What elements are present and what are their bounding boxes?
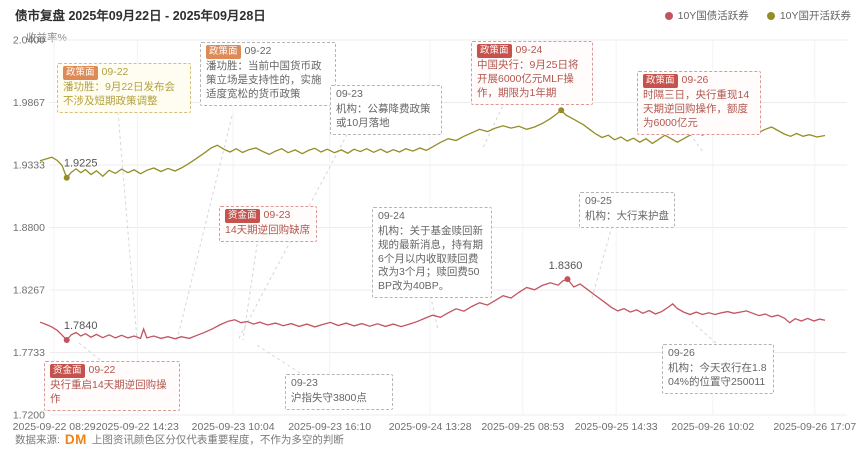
annotation-header: 政策面 09-22 [63,66,185,80]
annotation-date: 09-23 [263,209,291,222]
y-axis-tick: 1.7733 [13,347,45,359]
annotation-text: 央行重启14天期逆回购操作 [50,379,167,405]
annotation-text: 时隔三日，央行重现14天期逆回购操作，额度为6000亿元 [643,89,750,129]
data-source-label: 数据来源: [15,434,60,446]
annotation-text: 机构：今天农行在1.804%的位置守250011 [668,361,767,388]
data-point-label: 1.9225 [64,158,98,170]
annotation-text: 机构：公募降费政策或10月落地 [336,102,431,129]
x-axis-tick: 2025-09-22 14:23 [96,421,179,433]
annotation-text: 沪指失守3800点 [291,391,367,404]
annotation-header: 09-23 [291,377,387,391]
importance-badge: 政策面 [206,45,241,59]
annotation-text: 潘功胜：当前中国货币政策立场是支持性的，实施适度宽松的货币政策 [206,60,322,100]
x-axis-tick: 2025-09-26 17:07 [773,421,856,433]
annotation-text: 潘功胜：9月22日发布会不涉及短期政策调整 [63,81,176,107]
annotation-date: 09-22 [244,45,272,58]
disclaimer-text: 上图资讯颜色区分仅代表重要程度，不作为多空的判断 [91,434,344,446]
annotation-box-09-25: 09-25 机构：大行来护盘 [579,192,675,228]
annotation-text: 14天期逆回购缺席 [225,224,311,236]
annotation-box-09-26: 09-26 机构：今天农行在1.804%的位置守250011 [662,344,774,394]
annotation-date: 09-24 [515,44,543,57]
annotation-date: 09-24 [378,210,405,222]
x-axis-tick: 2025-09-23 16:10 [288,421,371,433]
legend: 10Y国债活跃券 10Y国开活跃券 [664,8,851,23]
annotation-header: 09-26 [668,347,768,361]
importance-badge: 资金面 [225,209,260,223]
annotation-connector [591,225,613,299]
annotation-connector [691,321,717,344]
annotation-header: 政策面 09-26 [643,74,755,88]
data-point-marker [558,107,565,114]
annotation-box-09-22: 政策面 09-22 潘功胜：9月22日发布会不涉及短期政策调整 [57,63,191,113]
annotation-box-09-23: 09-23 沪指失守3800点 [285,374,393,410]
annotation-header: 09-25 [585,195,669,209]
annotation-header: 政策面 09-24 [477,44,587,58]
legend-dot-icon [664,11,673,20]
y-axis-tick: 1.7200 [13,410,45,422]
annotation-date: 09-22 [101,66,129,79]
annotation-connector [117,111,138,341]
data-point-marker [63,174,70,181]
annotation-date: 09-26 [681,74,709,87]
annotation-header: 资金面 09-22 [50,364,174,378]
x-axis-tick: 2025-09-26 10:02 [671,421,754,433]
y-axis-tick: 1.9333 [13,160,45,172]
annotation-text: 中国央行：9月25日将开展6000亿元MLF操作，期限为1年期 [477,59,579,99]
annotation-date: 09-26 [668,347,695,359]
annotation-text: 机构：关于基金赎回新规的最新消息，持有期6个月以内收取赎回费改为3个月；赎回费5… [378,224,483,293]
legend-label: 10Y国开活跃券 [779,10,851,22]
data-point-label: 1.7840 [64,320,98,332]
y-axis-title: 收益率% [26,32,67,44]
annotation-header: 政策面 09-22 [206,45,330,59]
annotation-connector [254,343,301,374]
x-axis-tick: 2025-09-25 08:53 [481,421,564,433]
y-axis-tick: 1.8800 [13,222,45,234]
annotation-box-09-22: 资金面 09-22 央行重启14天期逆回购操作 [44,361,180,411]
data-point-label: 1.8360 [549,260,583,272]
annotation-text: 机构：大行来护盘 [585,209,669,222]
importance-badge: 资金面 [50,364,85,378]
annotation-header: 09-23 [336,88,436,102]
annotation-box-09-24: 政策面 09-24 中国央行：9月25日将开展6000亿元MLF操作，期限为1年期 [471,41,593,105]
series-line-0 [39,278,826,341]
x-axis-tick: 2025-09-24 13:28 [389,421,472,433]
x-axis-tick: 2025-09-22 08:29 [13,421,96,433]
annotation-date: 09-23 [291,377,318,389]
annotation-box-09-22: 政策面 09-22 潘功胜：当前中国货币政策立场是支持性的，实施适度宽松的货币政策 [200,42,336,106]
footer: 数据来源: DM 上图资讯颜色区分仅代表重要程度，不作为多空的判断 [15,432,344,447]
annotation-connector [482,100,506,149]
data-point-marker [63,337,70,343]
dm-logo: DM [64,432,87,447]
annotation-connector [242,237,259,341]
page-title: 债市复盘 2025年09月22日 - 2025年09月28日 [15,9,266,23]
annotation-box-09-26: 政策面 09-26 时隔三日，央行重现14天期逆回购操作，额度为6000亿元 [637,71,761,135]
legend-item-10y-treasury[interactable]: 10Y国债活跃券 [664,8,749,23]
x-axis-tick: 2025-09-23 10:04 [192,421,275,433]
annotation-header: 09-24 [378,210,486,224]
data-point-marker [564,276,571,283]
annotation-date: 09-25 [585,195,612,207]
x-axis-tick: 2025-09-25 14:33 [575,421,658,433]
annotation-connector [78,342,101,361]
y-axis-tick: 1.8267 [13,284,45,296]
legend-item-10y-cdb[interactable]: 10Y国开活跃券 [766,8,851,23]
annotation-connector [689,133,704,153]
importance-badge: 政策面 [63,66,98,80]
importance-badge: 政策面 [477,44,512,58]
annotation-box-09-24: 09-24 机构：关于基金赎回新规的最新消息，持有期6个月以内收取赎回费改为3个月… [372,207,492,299]
annotation-box-09-23: 09-23 机构：公募降费政策或10月落地 [330,85,442,135]
annotation-date: 09-22 [88,364,116,377]
importance-badge: 政策面 [643,74,678,88]
legend-dot-icon [766,11,775,20]
annotation-header: 资金面 09-23 [225,209,311,223]
annotation-box-09-23: 资金面 09-23 14天期逆回购缺席 [219,206,317,242]
annotation-connector [237,128,351,341]
y-axis-tick: 1.9867 [13,97,45,109]
legend-label: 10Y国债活跃券 [677,10,749,22]
annotation-date: 09-23 [336,88,363,100]
y-axis-tick: 2.0400 [13,35,45,47]
